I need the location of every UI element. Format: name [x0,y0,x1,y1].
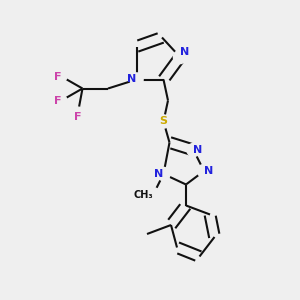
Circle shape [197,164,211,178]
Circle shape [130,73,143,86]
Text: N: N [194,145,203,155]
Text: F: F [54,71,62,82]
Circle shape [146,188,160,202]
Text: N: N [127,74,136,85]
Text: F: F [54,95,62,106]
Text: S: S [160,116,167,127]
Circle shape [187,143,200,157]
Circle shape [173,50,187,64]
Text: CH₃: CH₃ [134,190,153,200]
Circle shape [157,115,170,128]
Circle shape [56,95,67,106]
Text: N: N [180,47,189,57]
Circle shape [73,107,83,118]
Text: N: N [204,166,213,176]
Text: N: N [154,169,164,179]
Circle shape [56,71,67,82]
Text: F: F [74,112,82,122]
Circle shape [157,167,170,181]
